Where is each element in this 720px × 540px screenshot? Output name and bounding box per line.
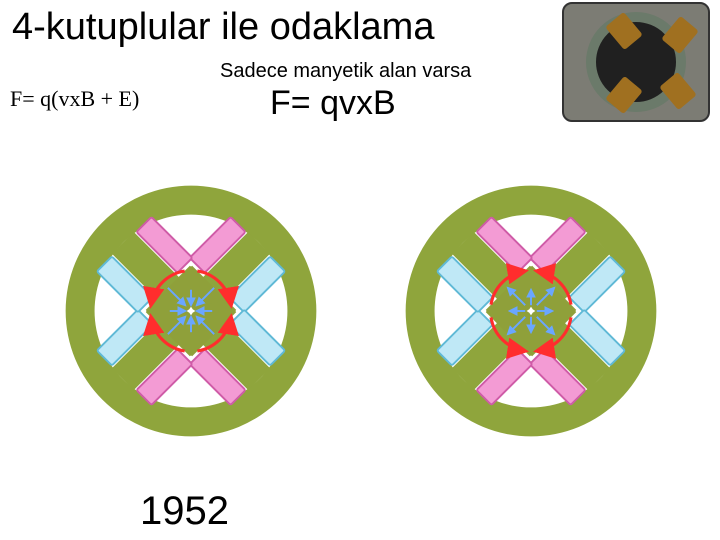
page-title: 4-kutuplular ile odaklama — [12, 6, 434, 49]
lorentz-full-eq: F= q(vxB + E) — [10, 86, 139, 112]
quadrupole-photo — [562, 2, 710, 122]
quadrupole-defocusing-diagram — [396, 176, 666, 446]
magnetic-only-label: Sadece manyetik alan varsa — [220, 60, 471, 83]
year-label: 1952 — [140, 489, 229, 534]
lorentz-magnetic-eq: F= qvxB — [270, 84, 396, 123]
quadrupole-focusing-diagram — [56, 176, 326, 446]
